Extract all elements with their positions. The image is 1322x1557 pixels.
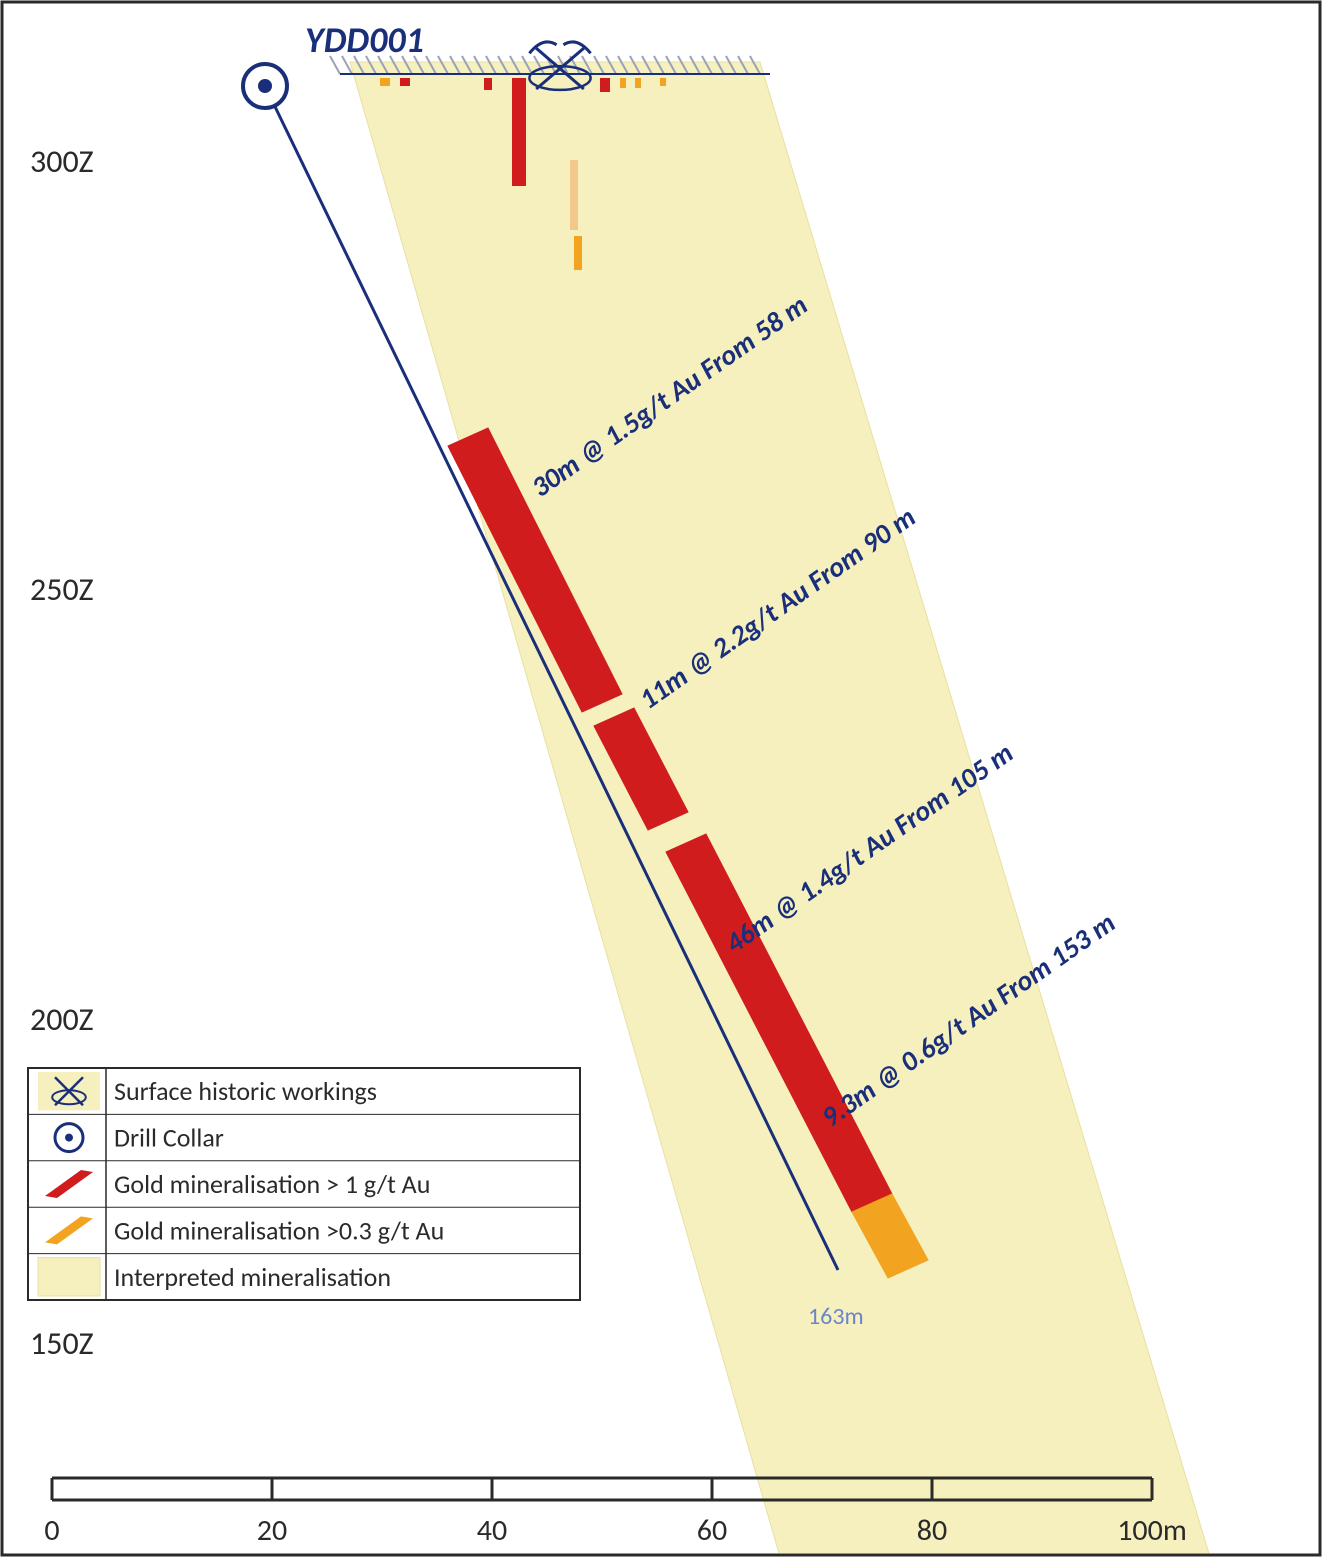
drill-collar-dot	[258, 79, 272, 93]
near-surface-mark	[574, 236, 582, 270]
legend-item-label: Surface historic workings	[114, 1075, 377, 1107]
y-axis-label: 150Z	[30, 1324, 94, 1363]
y-axis-label: 200Z	[30, 1000, 94, 1039]
near-surface-mark	[400, 78, 410, 86]
scale-tick-label: 40	[477, 1512, 507, 1549]
near-surface-mark	[600, 78, 610, 92]
near-surface-mark	[620, 78, 626, 88]
near-surface-mark	[570, 160, 578, 230]
end-of-hole-label: 163m	[808, 1302, 864, 1331]
legend: Surface historic workings Drill Collar Gol…	[28, 1068, 580, 1300]
scale-tick-label: 80	[917, 1512, 947, 1549]
scale-tick-label: 20	[257, 1512, 287, 1549]
near-surface-mark	[380, 78, 390, 86]
near-surface-mark	[512, 78, 526, 186]
legend-item-label: Gold mineralisation >0.3 g/t Au	[114, 1214, 444, 1246]
scale-tick-label: 0	[44, 1512, 59, 1549]
near-surface-mark	[660, 78, 666, 86]
legend-item-label: Drill Collar	[114, 1122, 224, 1154]
cross-section-diagram: 30m @ 1.5g/t Au From 58 m11m @ 2.2g/t Au…	[0, 0, 1322, 1557]
diagram-svg: 30m @ 1.5g/t Au From 58 m11m @ 2.2g/t Au…	[0, 0, 1322, 1557]
near-surface-mark	[635, 78, 641, 88]
y-axis-label: 300Z	[30, 142, 94, 181]
near-surface-mark	[484, 78, 492, 90]
scale-tick-label: 60	[697, 1512, 727, 1549]
hole-id-label: YDD001	[305, 18, 424, 62]
legend-item-label: Interpreted mineralisation	[114, 1261, 391, 1293]
scale-tick-label: 100m	[1117, 1512, 1187, 1549]
y-axis-label: 250Z	[30, 570, 94, 609]
legend-item-label: Gold mineralisation > 1 g/t Au	[114, 1168, 430, 1200]
